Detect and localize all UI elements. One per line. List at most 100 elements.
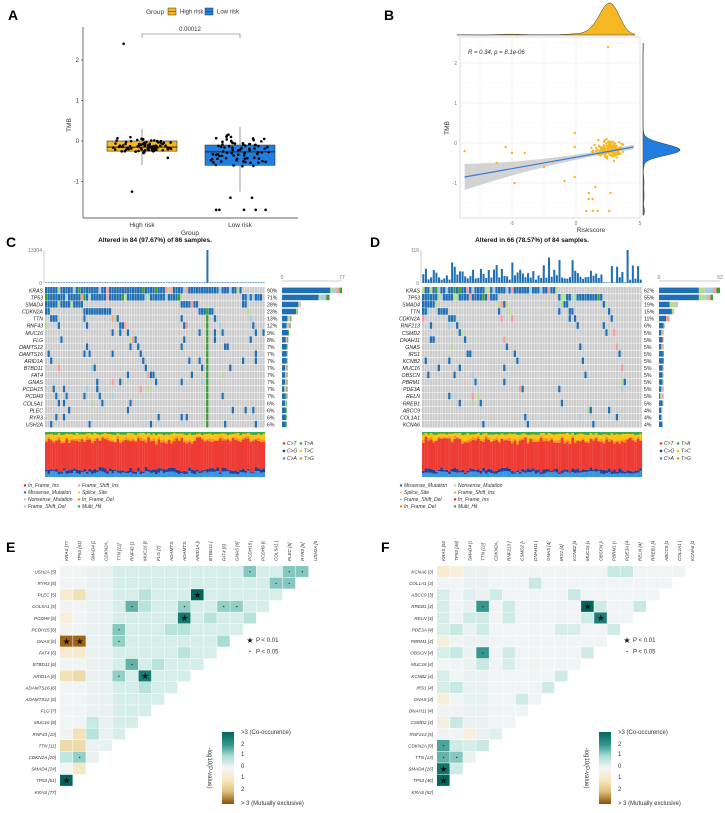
titv-bar-segment <box>193 439 197 441</box>
oncoplot-cell <box>566 385 569 393</box>
mutation-cell <box>453 287 456 294</box>
oncoplot-cell <box>623 364 626 372</box>
titv-bar-segment <box>124 434 127 438</box>
titv-bar-segment <box>249 432 253 435</box>
oncoplot-cell <box>239 357 242 365</box>
mutation-cell <box>422 301 425 308</box>
titv-bar-segment <box>208 471 212 477</box>
titv-bar-segment <box>124 432 127 435</box>
mutation-cell <box>73 294 76 301</box>
oncoplot-cell <box>142 350 145 357</box>
mutation-cell <box>221 287 224 294</box>
titv-bar-segment <box>101 432 104 434</box>
oncoplot-cell <box>492 350 495 357</box>
oncoplot-cell <box>188 406 191 414</box>
oncoplot-cell <box>469 399 472 407</box>
oncoplot-cell <box>98 329 101 336</box>
oncoplot-cell <box>422 336 425 343</box>
oncoplot-cell <box>571 385 574 393</box>
oncoplot-cell <box>573 350 577 357</box>
titv-bar-segment <box>249 471 253 473</box>
oncoplot-cell <box>160 399 163 407</box>
variant-legend-dot <box>23 505 27 508</box>
oncoplot-cell <box>505 406 509 414</box>
titv-bar-segment <box>234 432 237 434</box>
oncoplot-cell <box>461 343 464 350</box>
oncoplot-cell <box>566 350 569 357</box>
titv-bar-segment <box>103 439 107 469</box>
oncoplot-cell <box>78 336 81 343</box>
oncoplot-cell <box>584 322 587 329</box>
oncoplot-cell <box>259 336 263 343</box>
oncoplot-cell <box>555 336 558 343</box>
oncoplot-cell <box>190 322 194 329</box>
oncoplot-cell <box>437 385 440 393</box>
oncoplot-cell <box>162 322 165 329</box>
titv-bar-segment <box>129 467 133 473</box>
oncoplot-cell <box>552 336 556 343</box>
oncoplot-cell <box>511 329 514 336</box>
oncoplot-cell <box>440 364 443 372</box>
gene-count-bar-segment <box>704 287 713 294</box>
oncoplot-cell <box>226 413 229 421</box>
tmb-bar <box>464 276 467 283</box>
oncoplot-cell <box>639 399 642 407</box>
oncoplot-cell <box>247 322 250 329</box>
oncoplot-cell <box>218 399 222 407</box>
titv-bar-segment <box>142 440 145 472</box>
oncoplot-cell <box>636 371 640 379</box>
oncoplot-cell <box>639 364 642 372</box>
oncoplot-cell <box>70 336 73 343</box>
oncoplot-cell <box>558 392 561 400</box>
oncoplot-cell <box>529 336 532 343</box>
gene-count-bar-segment <box>698 287 705 294</box>
oncoplot-cell <box>239 308 242 315</box>
titv-bar-segment <box>152 433 156 439</box>
oncoplot-cell <box>193 406 196 414</box>
tmb-bar <box>70 282 73 283</box>
oncoplot-cell <box>226 364 229 372</box>
oncoplot-cell <box>589 308 592 315</box>
titv-bar-segment <box>216 471 220 477</box>
oncoplot-cell <box>495 322 498 329</box>
oncoplot-cell <box>558 329 561 336</box>
oncoplot-cell <box>175 315 178 322</box>
titv-bar-segment <box>231 432 235 434</box>
oncoplot-cell <box>167 392 170 400</box>
oncoplot-cell <box>254 413 257 421</box>
oncoplot-cell <box>62 315 66 322</box>
oncoplot-cell <box>518 336 522 343</box>
oncoplot-cell <box>98 336 101 343</box>
titv-bar-segment <box>50 471 53 477</box>
tmb-bar <box>493 269 496 283</box>
oncoplot-cell <box>262 322 265 329</box>
oncoplot-cell <box>513 385 516 393</box>
oncoplot-cell <box>152 399 155 407</box>
tmb-bar <box>466 278 469 283</box>
oncoplot-cell <box>121 392 124 400</box>
oncoplot-cell <box>178 364 181 372</box>
x-tick-low-risk: Low risk <box>228 222 253 229</box>
oncoplot-cell <box>201 385 204 393</box>
titv-bar-segment <box>80 470 84 473</box>
oncoplot-cell <box>469 385 472 393</box>
oncoplot-cell <box>257 350 260 357</box>
oncoplot-cell <box>116 413 119 421</box>
tmb-bar <box>203 282 206 283</box>
panel-label-b: B <box>384 7 394 23</box>
oncoplot-cell <box>216 301 219 308</box>
oncoplot-cell <box>511 294 514 301</box>
data-point <box>141 138 145 141</box>
mutation-cell <box>193 301 196 308</box>
mutation-cell <box>131 294 135 301</box>
oncoplot-cell <box>435 350 438 357</box>
oncoplot-cell <box>70 399 73 407</box>
oncoplot-cell <box>203 336 206 343</box>
gene-count-bar-segment <box>659 365 663 371</box>
oncoplot-cell <box>183 406 186 414</box>
oncoplot-cell <box>239 420 242 428</box>
oncoplot-cell <box>597 315 600 322</box>
mutation-cell <box>85 322 89 329</box>
titv-bar-segment <box>185 471 189 474</box>
oncoplot-cell <box>80 322 84 329</box>
